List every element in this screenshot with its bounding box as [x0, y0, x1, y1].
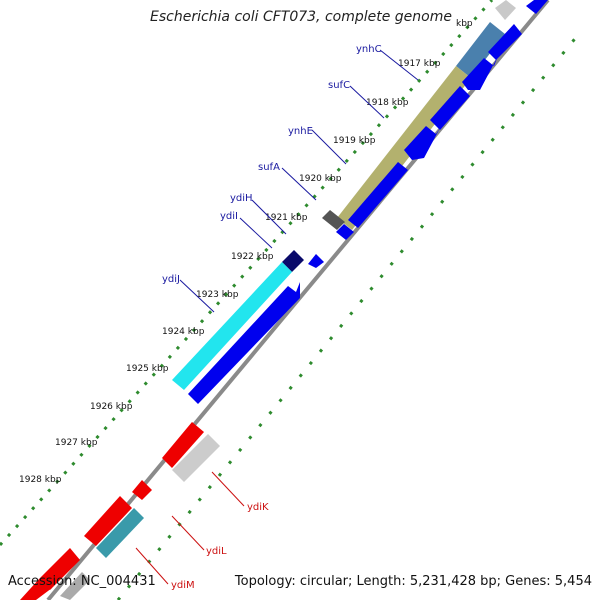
gene-label-sufC: sufC [328, 80, 350, 91]
kbp-label: 1926 kbp [90, 402, 133, 412]
gene-bar-lightgray [172, 434, 220, 482]
kbp-label: 1925 kbp [126, 364, 169, 374]
accession-text: Accession: NC_004431 [8, 574, 156, 589]
outer-tick-track [0, 0, 494, 547]
gene-bar-striped [96, 508, 144, 558]
kbp-label: 1919 kbp [333, 136, 376, 146]
gene-label-ydiL: ydiL [206, 546, 227, 557]
gene-label-sufA: sufA [258, 162, 280, 173]
feature-band-upper [172, 0, 516, 390]
inner-tick-track [116, 29, 584, 600]
kbp-label: 1920 kbp [299, 174, 342, 184]
forward-genes [188, 0, 548, 404]
kbp-labels: kbp 1917 kbp 1918 kbp 1919 kbp 1920 kbp … [19, 19, 473, 485]
bottom-label-leaders [135, 471, 245, 585]
kbp-label: 1928 kbp [19, 475, 62, 485]
gene-label-ydiI: ydiI [220, 211, 238, 222]
map-title: Escherichia coli CFT073, complete genome [150, 9, 452, 25]
gene-bar-navy [282, 250, 304, 272]
gene-bar-darkgray [322, 210, 345, 230]
gene-label-ydiJ: ydiJ [162, 274, 180, 285]
gene-bar-khaki [337, 66, 471, 230]
bottom-gene-labels: ydiK ydiL ydiM [171, 502, 269, 591]
kbp-label: 1921 kbp [265, 213, 308, 223]
gene-bar-cyan [172, 262, 292, 390]
genome-summary-text: Topology: circular; Length: 5,231,428 bp… [234, 574, 592, 589]
top-gene-labels: ynhC sufC ynhE sufA ydiH ydiI ydiJ [162, 44, 382, 285]
kbp-label: 1924 kbp [162, 327, 205, 337]
gene-label-ydiK: ydiK [247, 502, 269, 513]
gene-label-ydiH: ydiH [230, 193, 253, 204]
gene-label-ydiM: ydiM [171, 580, 195, 591]
kbp-label: 1927 kbp [55, 438, 98, 448]
reverse-genes [20, 422, 220, 600]
gene-bar-gray-top [495, 0, 516, 20]
gene-bar-steel [456, 22, 505, 78]
gene-label-ynhC: ynhC [356, 44, 382, 55]
kbp-label: 1923 kbp [196, 290, 239, 300]
top-label-leaders [179, 49, 419, 313]
kbp-label: 1922 kbp [231, 252, 274, 262]
kbp-label: 1918 kbp [366, 98, 409, 108]
kbp-label: kbp [456, 19, 473, 29]
kbp-label: 1917 kbp [398, 59, 441, 69]
gene-label-ynhE: ynhE [288, 126, 313, 137]
